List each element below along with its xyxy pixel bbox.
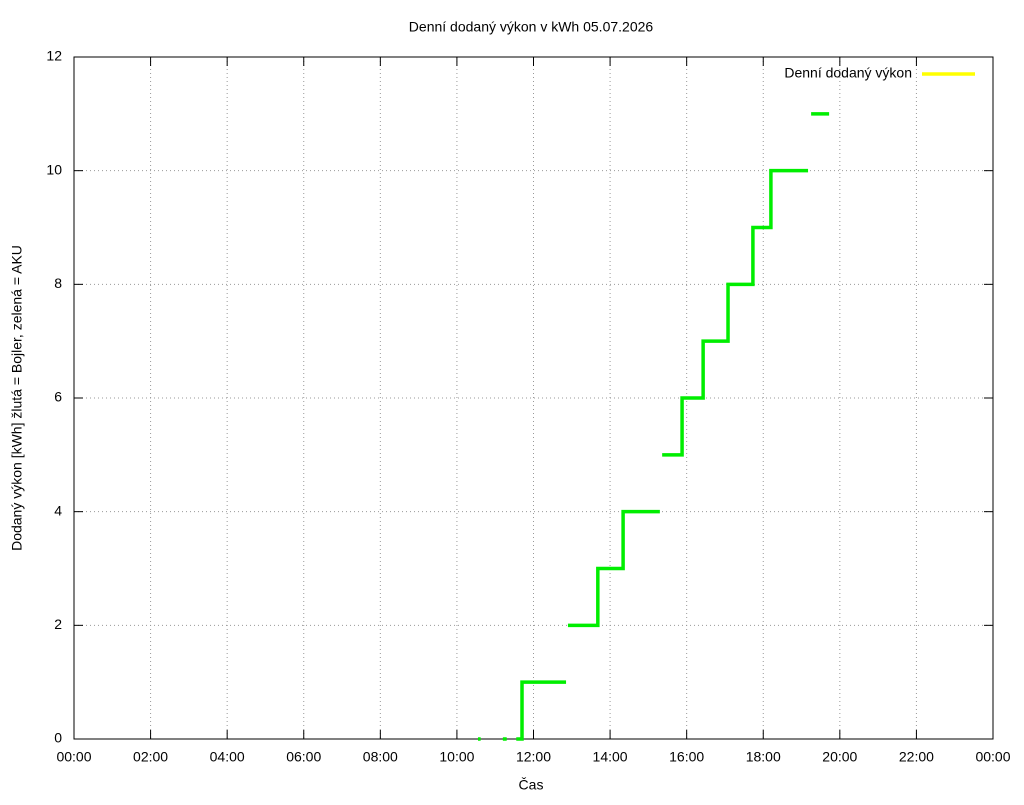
x-tick-label: 02:00 — [133, 749, 168, 765]
x-tick-label: 08:00 — [363, 749, 398, 765]
x-tick-label: 20:00 — [822, 749, 857, 765]
x-tick-label: 12:00 — [516, 749, 551, 765]
x-tick-label: 04:00 — [210, 749, 245, 765]
y-tick-label: 4 — [54, 502, 62, 518]
x-axis-label: Čas — [519, 777, 544, 793]
x-tick-label: 10:00 — [439, 749, 474, 765]
x-tick-label: 14:00 — [593, 749, 628, 765]
y-tick-label: 0 — [54, 730, 62, 746]
x-tick-label: 00:00 — [56, 749, 91, 765]
y-tick-label: 6 — [54, 389, 62, 405]
x-tick-label: 06:00 — [286, 749, 321, 765]
y-axis-label: Dodaný výkon [kWh] žlutá = Bojler, zelen… — [9, 245, 25, 551]
data-line — [477, 112, 830, 741]
x-tick-label: 00:00 — [975, 749, 1010, 765]
chart-title: Denní dodaný výkon v kWh 05.07.2026 — [409, 19, 654, 35]
x-tick-label: 16:00 — [669, 749, 704, 765]
x-tick-label: 22:00 — [899, 749, 934, 765]
y-tick-label: 2 — [54, 616, 62, 632]
x-tick-label: 18:00 — [746, 749, 781, 765]
y-tick-label: 10 — [46, 161, 62, 177]
y-tick-label: 12 — [46, 48, 62, 64]
y-tick-label: 8 — [54, 275, 62, 291]
legend-label: Denní dodaný výkon — [784, 65, 912, 81]
plot-frame — [73, 56, 994, 740]
